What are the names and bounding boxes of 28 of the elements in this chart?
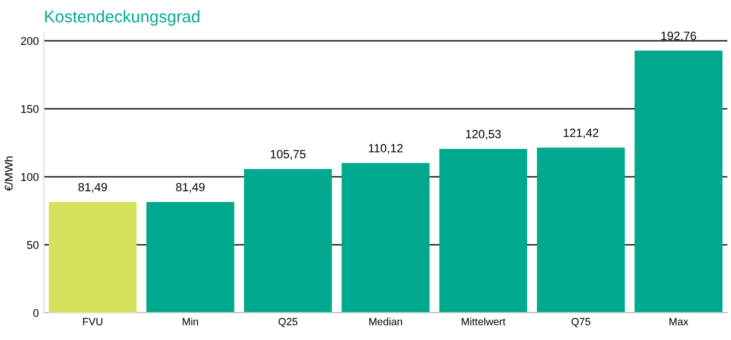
x-tick-label: Q75 — [572, 318, 590, 328]
chart-title: Kostendeckungsgrad — [45, 10, 200, 26]
x-tick-label: Median — [369, 318, 402, 326]
y-tick-label: 0 — [33, 309, 39, 317]
y-tick-label: 100 — [21, 173, 39, 181]
x-tick-label: Min — [182, 318, 198, 326]
data-label: 105,75 — [270, 150, 306, 160]
data-label: 81,49 — [176, 182, 205, 193]
x-tick-label: FVU — [83, 318, 102, 326]
y-axis-title: €/MWh — [4, 156, 13, 191]
data-label: 120,53 — [466, 130, 501, 140]
data-label: 81,49 — [78, 182, 107, 193]
y-tick-label: 150 — [21, 105, 39, 113]
y-tick-label: 50 — [27, 241, 39, 249]
data-label: 192,76 — [661, 32, 696, 42]
bar — [439, 148, 528, 313]
x-tick-label: Max — [670, 318, 688, 326]
bar — [634, 50, 722, 313]
data-label: 121,42 — [564, 128, 598, 138]
bar — [146, 202, 234, 313]
x-tick-label: Mittelwert — [462, 318, 506, 326]
y-tick-label: 200 — [21, 37, 39, 45]
bar — [48, 202, 137, 313]
data-label: 110,12 — [368, 144, 403, 154]
x-tick-label: Q25 — [278, 318, 298, 328]
bar — [244, 168, 332, 313]
bar — [536, 148, 625, 313]
bar — [342, 163, 430, 313]
